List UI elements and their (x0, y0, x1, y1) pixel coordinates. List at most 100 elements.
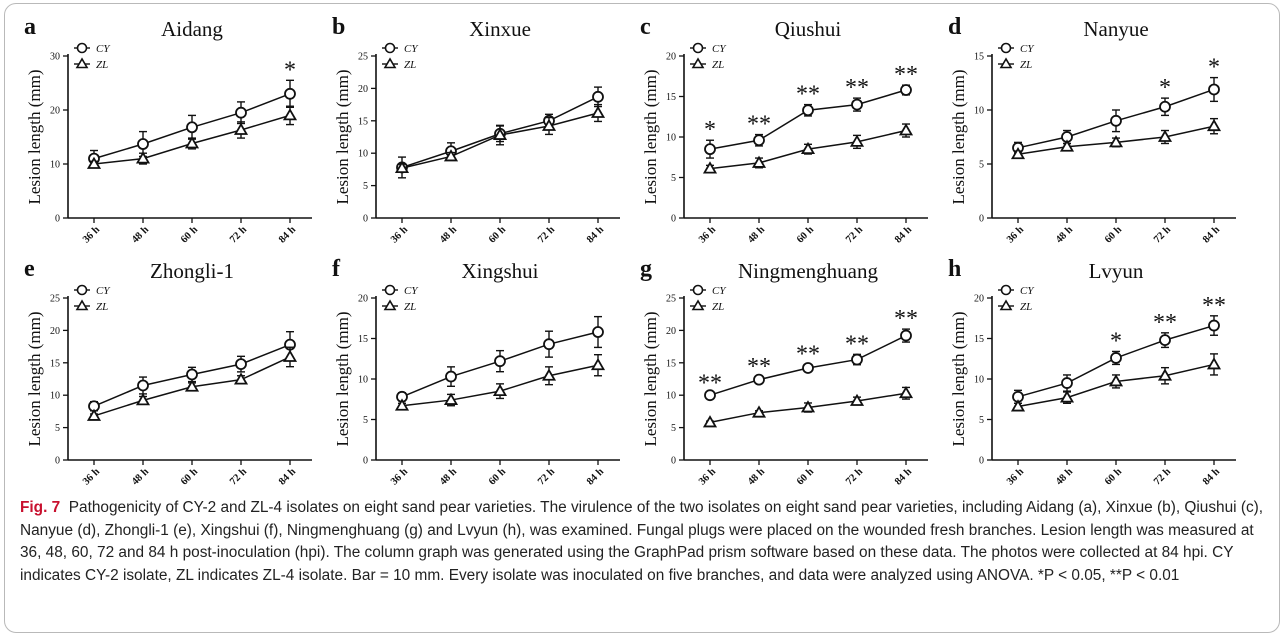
significance-marker: * (1159, 75, 1171, 101)
legend-label-cy: CY (96, 285, 111, 297)
point-zl (135, 151, 151, 164)
legend-symbol-zl (999, 299, 1013, 311)
point-zl (492, 383, 508, 397)
x-tick-label: 84 h (585, 224, 606, 245)
point-cy (494, 355, 506, 368)
x-tick-label: 36 h (81, 466, 102, 487)
point-cy (1208, 83, 1220, 96)
legend: CY ZL (382, 284, 419, 313)
point-zl (800, 141, 816, 155)
point-zl (702, 415, 718, 428)
y-tick-label: 15 (358, 334, 368, 345)
chart-panel-a: a Aidang Lesion length (mm) 0 10 20 30 36 h 48 h… (24, 14, 312, 246)
significance-marker: ** (845, 331, 869, 357)
legend: CY ZL (382, 42, 419, 71)
y-tick-label: 20 (666, 326, 676, 337)
point-zl (1108, 374, 1124, 387)
panel-letter: e (24, 256, 35, 282)
point-cy (851, 353, 863, 366)
point-zl (751, 405, 767, 418)
significance-marker: ** (796, 82, 820, 108)
y-tick-label: 0 (55, 214, 60, 225)
significance-marker: ** (747, 112, 771, 138)
point-cy (284, 87, 296, 100)
point-cy (1061, 377, 1073, 389)
legend-label-zl: ZL (96, 59, 108, 71)
x-tick-label: 72 h (1152, 224, 1173, 245)
chart-title: Ningmenghuang (738, 259, 878, 283)
point-zl (492, 127, 508, 140)
point-cy (235, 358, 247, 370)
point-zl (233, 122, 249, 135)
point-zl (590, 105, 606, 118)
y-tick-label: 5 (671, 173, 676, 184)
y-axis-label: Lesion length (mm) (333, 69, 352, 204)
point-zl (1157, 368, 1173, 381)
x-tick-label: 36 h (389, 224, 410, 245)
significance-marker: * (284, 57, 296, 83)
point-zl (849, 134, 865, 147)
significance-marker: * (704, 117, 716, 143)
x-tick-label: 72 h (844, 466, 865, 487)
point-cy (1110, 352, 1122, 364)
y-tick-label: 20 (666, 52, 676, 63)
panel-letter: h (948, 256, 961, 282)
legend-symbol-cy (76, 284, 88, 296)
legend-label-cy: CY (1020, 285, 1035, 297)
point-cy (704, 143, 716, 156)
x-tick-label: 36 h (697, 224, 718, 245)
y-tick-label: 25 (666, 294, 676, 305)
x-tick-label: 84 h (893, 224, 914, 245)
point-zl (1010, 146, 1026, 160)
y-axis-label: Lesion length (mm) (949, 311, 968, 446)
legend: CY ZL (74, 42, 111, 71)
y-axis-label: Lesion length (mm) (25, 69, 44, 204)
x-tick-label: 60 h (487, 466, 508, 487)
x-tick-label: 60 h (1103, 466, 1124, 487)
significance-marker: * (1110, 328, 1122, 354)
point-zl (1157, 129, 1173, 142)
chart-panel-f: f Xingshui Lesion length (mm) 0 5 10 15 20 36 h 4… (332, 256, 620, 488)
y-tick-label: 20 (974, 294, 984, 305)
x-tick-label: 84 h (1201, 224, 1222, 245)
point-cy (802, 362, 814, 374)
point-zl (184, 379, 200, 392)
point-cy (186, 368, 198, 381)
point-zl (282, 349, 298, 362)
point-cy (1208, 319, 1220, 332)
y-tick-label: 10 (50, 160, 60, 171)
figure-label: Fig. 7 (20, 499, 61, 516)
panel-letter: a (24, 14, 36, 40)
y-tick-label: 5 (363, 181, 368, 192)
y-tick-label: 20 (50, 106, 60, 117)
y-tick-label: 0 (671, 456, 676, 467)
x-tick-label: 72 h (1152, 466, 1173, 487)
y-tick-label: 10 (666, 391, 676, 402)
x-tick-label: 72 h (536, 224, 557, 245)
point-zl (1108, 135, 1124, 148)
legend-label-zl: ZL (1020, 59, 1032, 71)
x-tick-label: 36 h (1005, 466, 1026, 487)
point-cy (1159, 334, 1171, 347)
y-tick-label: 0 (363, 456, 368, 467)
point-zl (443, 392, 459, 405)
point-zl (541, 118, 557, 131)
y-tick-label: 5 (671, 423, 676, 434)
y-tick-label: 15 (666, 358, 676, 369)
point-zl (590, 357, 606, 371)
significance-marker: ** (894, 306, 918, 332)
y-tick-label: 10 (666, 133, 676, 144)
point-cy (543, 338, 555, 351)
legend-label-cy: CY (712, 285, 727, 297)
point-cy (186, 121, 198, 134)
y-tick-label: 5 (979, 160, 984, 171)
chart-title: Xingshui (461, 259, 538, 283)
x-tick-label: 72 h (844, 224, 865, 245)
point-zl (1206, 357, 1222, 370)
x-tick-label: 60 h (795, 224, 816, 245)
y-tick-label: 15 (666, 92, 676, 103)
y-tick-label: 10 (974, 106, 984, 117)
legend-symbol-cy (384, 284, 396, 296)
significance-marker: * (1208, 55, 1220, 81)
x-tick-label: 84 h (893, 466, 914, 487)
